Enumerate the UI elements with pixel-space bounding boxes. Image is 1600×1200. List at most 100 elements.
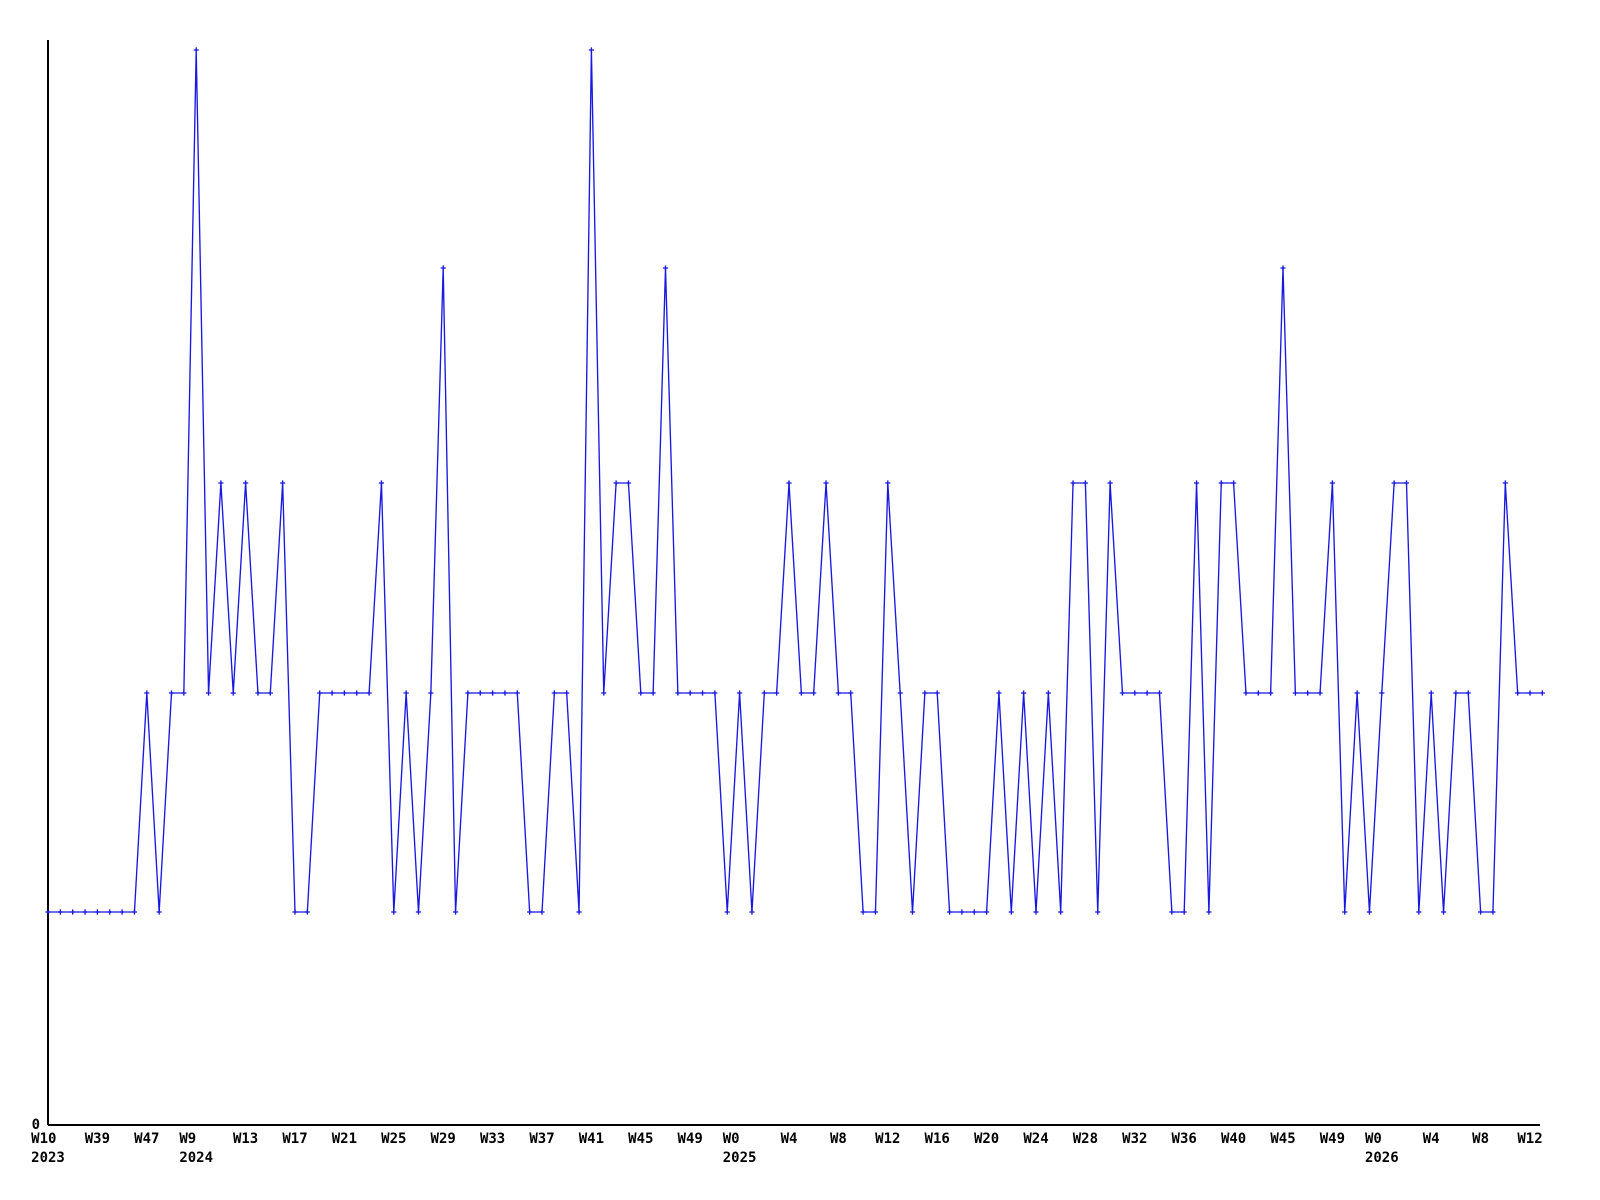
x-tick-week: W25 [381, 1131, 407, 1147]
data-point-marker [1045, 690, 1051, 696]
x-axis-tick-label: W32 [1122, 1131, 1147, 1147]
x-tick-week: W24 [1023, 1131, 1049, 1147]
x-tick-week: W21 [331, 1131, 358, 1147]
data-point-marker [1082, 480, 1088, 486]
data-point-marker [205, 690, 212, 696]
x-tick-year: 2024 [179, 1150, 214, 1166]
x-axis-tick-label: W12 [1517, 1131, 1542, 1147]
data-point-marker [391, 909, 397, 915]
data-point-marker [860, 909, 866, 915]
data-point-marker [897, 690, 903, 696]
data-point-marker [354, 690, 360, 696]
data-point-marker [1107, 480, 1113, 486]
data-point-marker [934, 690, 940, 696]
data-point-marker [255, 690, 261, 696]
x-tick-week: W39 [84, 1131, 111, 1147]
data-point-marker [835, 690, 841, 696]
x-axis-tick-label: W45 [628, 1131, 653, 1147]
data-point-marker [1255, 690, 1261, 696]
data-point-marker [57, 909, 63, 915]
x-axis-tick-label: W8 [830, 1131, 847, 1147]
x-axis-tick-label: W4 [781, 1131, 798, 1147]
x-tick-week: W17 [282, 1131, 308, 1147]
data-point-marker [527, 909, 533, 915]
data-point-marker [1354, 690, 1360, 696]
data-point-marker [613, 480, 619, 486]
x-axis-tick-label: W13 [233, 1131, 258, 1147]
data-point-marker [625, 480, 632, 486]
data-point-marker [131, 909, 138, 915]
data-point-marker [885, 480, 891, 486]
x-tick-week: W36 [1171, 1131, 1197, 1147]
data-point-marker [1490, 909, 1496, 915]
data-point-marker [230, 690, 236, 696]
data-point-marker [514, 690, 520, 696]
x-axis-tick-label: W12 [875, 1131, 900, 1147]
x-tick-week: W45 [628, 1131, 654, 1147]
data-point-marker [1292, 690, 1298, 696]
x-axis-tick-label: W29 [431, 1131, 456, 1147]
data-point-marker [1527, 690, 1533, 696]
data-point-marker [1317, 690, 1323, 696]
data-point-marker [909, 909, 916, 915]
x-tick-week: W4 [1422, 1131, 1440, 1147]
data-point-marker [1478, 909, 1484, 915]
data-point-marker [1218, 480, 1224, 486]
x-axis-tick-label: W8 [1472, 1131, 1489, 1147]
data-point-marker [1515, 690, 1521, 696]
x-axis-tick-label: W9 2024 [179, 1131, 213, 1166]
data-point-marker [687, 690, 693, 696]
data-point-marker [1342, 909, 1348, 915]
x-tick-week: W29 [430, 1131, 456, 1147]
data-point-marker [1539, 690, 1545, 696]
data-point-marker [218, 480, 224, 486]
data-point-marker [650, 690, 656, 696]
x-tick-week: W0 [1364, 1131, 1382, 1147]
data-point-marker [378, 480, 385, 486]
series-line-path [48, 49, 1543, 913]
x-axis-tick-label: W49 [1320, 1131, 1345, 1147]
data-point-marker [280, 480, 286, 486]
x-tick-week: W32 [1122, 1131, 1148, 1147]
x-axis-tick-label: W28 [1073, 1131, 1098, 1147]
data-point-marker [774, 690, 780, 696]
x-tick-week: W8 [1472, 1131, 1490, 1147]
data-point-marker [922, 690, 928, 696]
data-point-marker [341, 690, 347, 696]
data-point-marker [1119, 690, 1126, 696]
data-point-marker [823, 480, 829, 486]
x-axis-tick-label: W0 2025 [723, 1131, 757, 1166]
data-point-marker [749, 909, 755, 915]
x-tick-week: W49 [677, 1131, 703, 1147]
data-point-marker [144, 690, 150, 696]
data-point-marker [1465, 690, 1471, 696]
data-point-marker [1391, 480, 1397, 486]
data-point-marker [45, 909, 51, 915]
data-point-marker [243, 480, 249, 486]
x-axis-tick-label: W0 2026 [1365, 1131, 1399, 1166]
data-point-marker [267, 690, 273, 696]
data-point-marker [1021, 690, 1027, 696]
data-point-marker [82, 909, 88, 915]
data-point-marker [1379, 690, 1385, 696]
data-point-marker [737, 690, 743, 696]
data-point-marker [996, 690, 1002, 696]
data-point-marker [539, 909, 545, 915]
data-point-marker [1181, 909, 1187, 915]
data-point-marker [872, 909, 879, 915]
data-point-marker [452, 909, 459, 915]
data-point-marker [724, 909, 730, 915]
data-point-marker [1070, 480, 1076, 486]
x-axis-tick-label: W47 [134, 1131, 159, 1147]
data-point-marker [168, 690, 175, 696]
x-axis-tick-label: W49 [678, 1131, 703, 1147]
data-point-marker [329, 690, 335, 696]
data-point-marker [971, 909, 977, 915]
data-point-marker [317, 690, 323, 696]
data-point-marker [119, 909, 125, 915]
data-point-marker [292, 909, 298, 915]
x-axis-tick-label: W16 [925, 1131, 950, 1147]
x-axis-tick-label: W20 [974, 1131, 999, 1147]
